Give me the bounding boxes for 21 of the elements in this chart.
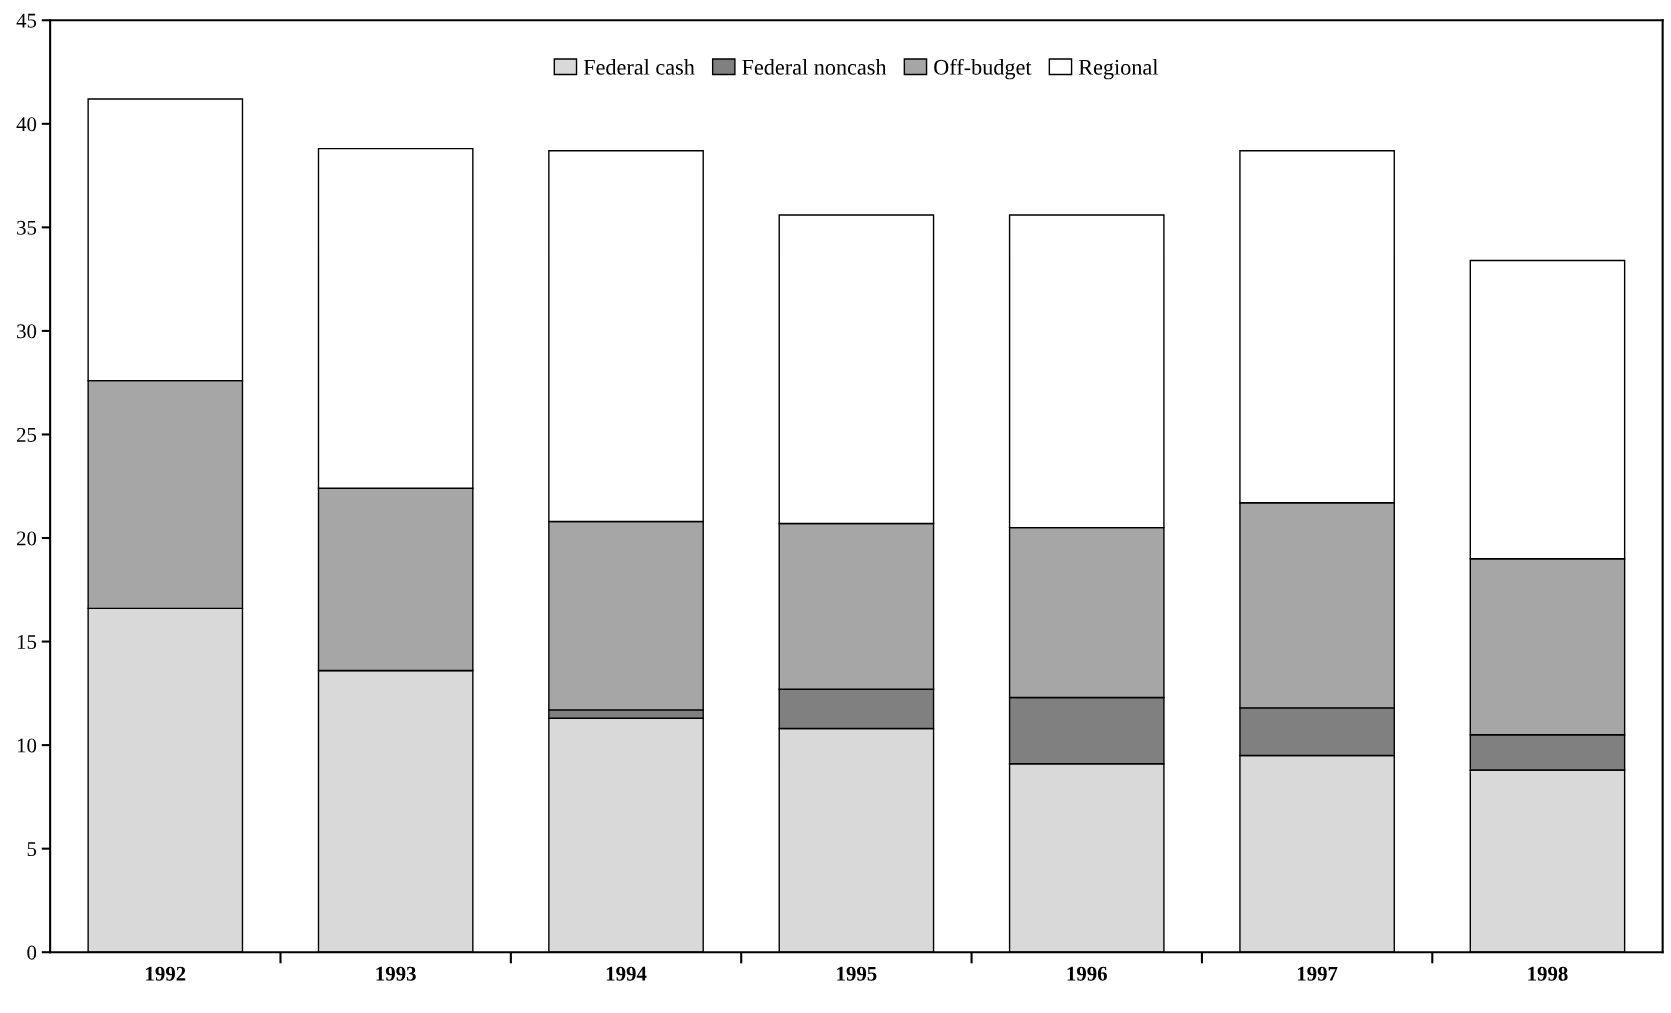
x-tick-label: 1997 — [1297, 966, 1338, 981]
legend-label: Regional — [1078, 59, 1159, 80]
y-tick-label: 45 — [16, 13, 37, 28]
x-tick-label: 1994 — [606, 966, 647, 981]
legend-label: Federal cash — [583, 59, 695, 75]
legend-label: Off-budget — [934, 58, 1032, 80]
y-tick-label: 5 — [27, 842, 37, 857]
y-tick-label: 10 — [17, 738, 37, 753]
y-tick-label: 25 — [17, 427, 37, 442]
x-tick-label: 1998 — [1528, 966, 1568, 981]
x-tick-label: 1992 — [146, 966, 186, 981]
y-tick-label: 35 — [17, 220, 37, 235]
x-tick-label: 1996 — [1067, 966, 1107, 981]
x-tick-label: 1993 — [376, 966, 416, 981]
y-tick-label: 0 — [27, 945, 37, 960]
y-tick-label: 40 — [16, 117, 37, 132]
y-tick-label: 30 — [17, 324, 37, 339]
x-tick-label: 1995 — [837, 966, 877, 981]
legend-label: Federal noncash — [742, 59, 887, 75]
y-tick-label: 15 — [17, 635, 37, 649]
y-tick-label: 20 — [17, 531, 37, 546]
